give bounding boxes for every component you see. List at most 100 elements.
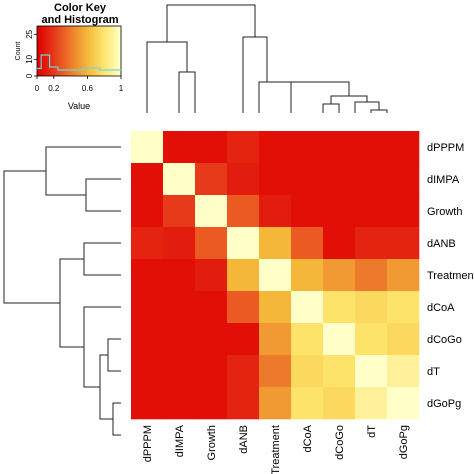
heatmap-cell — [163, 291, 196, 324]
heatmap-cell — [323, 387, 356, 420]
color-key-step — [93, 26, 96, 76]
color-key-step — [117, 26, 120, 76]
heatmap-cell — [387, 227, 420, 260]
heatmap-cell — [259, 227, 292, 260]
heatmap-cell — [195, 163, 228, 196]
color-key-y-ticks: 0 10 25 — [25, 29, 37, 78]
color-key-step — [79, 26, 82, 76]
row-label: dCoGo — [427, 334, 462, 346]
heatmap-cell — [163, 163, 196, 196]
column-label: dGoPg — [398, 425, 410, 459]
color-key-step — [49, 26, 52, 76]
heatmap-cell — [323, 163, 356, 196]
heatmap-cell — [131, 131, 164, 164]
heatmap-cell — [195, 259, 228, 292]
heatmap-cell — [163, 227, 196, 260]
heatmap-cell — [323, 355, 356, 388]
color-key-step — [59, 26, 62, 76]
color-key-step — [97, 26, 100, 76]
heatmap-cell — [131, 227, 164, 260]
heatmap-cell — [291, 131, 324, 164]
heatmap-cell — [259, 163, 292, 196]
row-dendrogram — [3, 146, 121, 436]
heatmap-cell — [163, 131, 196, 164]
color-key-step — [53, 26, 56, 76]
heatmap-cell — [227, 355, 260, 388]
heatmap-cell — [131, 291, 164, 324]
heatmap-cell — [387, 355, 420, 388]
heatmap-cells — [131, 131, 420, 420]
heatmap-cell — [163, 387, 196, 420]
color-key-step — [45, 26, 48, 76]
color-key-step — [37, 26, 40, 76]
heatmap-cell — [227, 259, 260, 292]
color-key-step — [41, 26, 44, 76]
heatmap-cell — [163, 259, 196, 292]
color-key-y-tick-label: 0 — [25, 73, 34, 78]
color-key-step — [113, 26, 116, 76]
heatmap-cell — [291, 163, 324, 196]
color-key-step — [115, 26, 118, 76]
heatmap-cell — [259, 195, 292, 228]
heatmap-cell — [195, 195, 228, 228]
color-key-step — [69, 26, 72, 76]
color-key-step — [99, 26, 102, 76]
heatmap-cell — [355, 195, 388, 228]
color-key-x-ticks: 0 0.2 0.6 1 — [35, 76, 124, 93]
heatmap-cell — [131, 355, 164, 388]
color-key-step — [67, 26, 70, 76]
color-key-step — [63, 26, 66, 76]
heatmap-cell — [387, 131, 420, 164]
heatmap-cell — [259, 131, 292, 164]
heatmap-cell — [387, 387, 420, 420]
heatmap-cell — [355, 131, 388, 164]
color-key-x-tick-label: 0.6 — [82, 84, 94, 93]
heatmap-cell — [387, 323, 420, 356]
heatmap-cell — [323, 227, 356, 260]
color-key-step — [87, 26, 90, 76]
heatmap-cell — [291, 355, 324, 388]
column-label: dIMPA — [174, 424, 186, 457]
heatmap-cell — [259, 323, 292, 356]
heatmap-cell — [291, 227, 324, 260]
color-key-step — [91, 26, 94, 76]
heatmap-cell — [291, 195, 324, 228]
color-key-step — [95, 26, 98, 76]
heatmap-cell — [195, 131, 228, 164]
color-key-step — [81, 26, 84, 76]
heatmap-cell — [355, 163, 388, 196]
color-key-step — [65, 26, 68, 76]
color-key-x-tick-label: 0 — [35, 84, 40, 93]
heatmap-cell — [227, 227, 260, 260]
color-key-step — [89, 26, 92, 76]
row-label: dGoPg — [427, 398, 461, 410]
row-label: Growth — [427, 206, 462, 218]
row-label: dT — [427, 366, 440, 378]
heatmap-cell — [355, 355, 388, 388]
color-key-step — [119, 26, 122, 76]
color-key-step — [71, 26, 74, 76]
column-label: dT — [366, 425, 378, 438]
color-key-step — [103, 26, 106, 76]
heatmap-cell — [131, 323, 164, 356]
color-key-xlabel: Value — [68, 101, 90, 111]
column-labels: dPPPM dIMPA Growth dANB Treatment dCoA dCoGo dT… — [142, 424, 410, 474]
color-key-step — [75, 26, 78, 76]
column-label: dCoA — [302, 424, 314, 452]
heatmap-cell — [355, 387, 388, 420]
heatmap-cell — [259, 387, 292, 420]
color-key-step — [51, 26, 54, 76]
row-label: dANB — [427, 238, 456, 250]
heatmap-cell — [131, 387, 164, 420]
color-key-step — [105, 26, 108, 76]
heatmap-cell — [387, 163, 420, 196]
heatmap-cell — [227, 131, 260, 164]
color-key-y-tick-label: 25 — [25, 29, 34, 38]
heatmap-cell — [227, 195, 260, 228]
heatmap-cell — [131, 163, 164, 196]
heatmap-cell — [323, 323, 356, 356]
row-label: dIMPA — [427, 174, 460, 186]
heatmap-cell — [387, 291, 420, 324]
heatmap-cell — [291, 259, 324, 292]
heatmap-cell — [323, 131, 356, 164]
